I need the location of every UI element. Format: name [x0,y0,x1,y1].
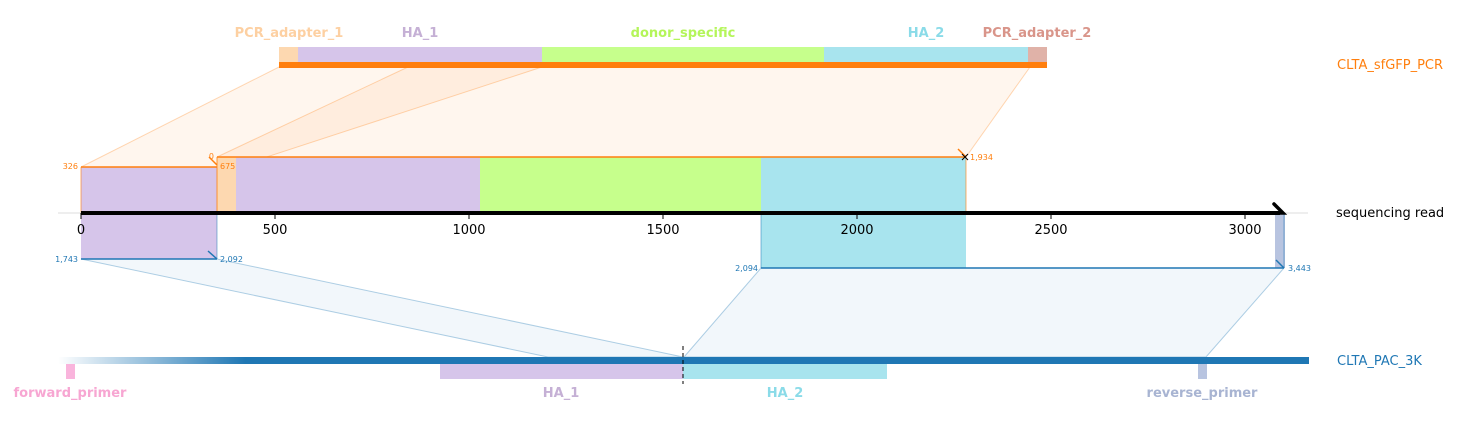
top-track-name: CLTA_sfGFP_PCR [1337,58,1443,73]
tick-label-1000: 1000 [452,223,485,238]
tick-label-2000: 2000 [840,223,873,238]
top-feature-donor-specific [542,47,824,63]
coord-lower-left-start: 1,743 [55,255,78,264]
read-block-ha-2 [761,157,966,213]
coord-upper-read-start: 326 [63,162,78,171]
read-ticks: 0 500 1000 1500 2000 2500 3000 [77,213,1262,238]
alignment-end-marker-icon [961,153,969,161]
top-feature-pcr-adapter-2 [1028,47,1047,63]
lower-connection-left [80,258,684,358]
tick-label-1500: 1500 [646,223,679,238]
read-block-pcr-adapter-1 [217,157,236,213]
bottom-track-name: CLTA_PAC_3K [1337,354,1422,369]
read-block-ha-1 [236,157,480,213]
label-pcr-adapter-1: PCR_adapter_1 [235,26,344,41]
upper-alignment-strand-mark-left [208,156,218,166]
upper-alignment-connections [80,66,1031,168]
read-track-name: sequencing read [1336,206,1444,221]
label-ha-1-bottom: HA_1 [543,386,580,401]
read-block-ha-1-lower [81,213,217,259]
coord-upper-target-inner: 675 [220,162,235,171]
read-track: 0 500 1000 1500 2000 2500 3000 sequencin… [58,202,1444,238]
lower-alignment-strand-mark-left [207,250,218,260]
coord-lower-right-start: 2,094 [735,264,758,273]
lower-alignment-connections [80,258,1286,358]
upper-alignment-strand-mark-right [957,148,967,158]
coord-upper-read-end: 1,934 [970,153,993,162]
bottom-feature-forward-primer [66,364,75,379]
tick-label-3000: 3000 [1228,223,1261,238]
read-block-ha-1-left [81,167,217,213]
read-feature-blocks [81,157,1285,268]
bottom-feature-ha-2 [683,364,887,379]
top-feature-ha-2 [824,47,1028,63]
top-feature-pcr-adapter-1 [279,47,298,63]
label-ha-2-top: HA_2 [908,26,945,41]
tick-label-500: 500 [263,223,288,238]
label-ha-2-bottom: HA_2 [767,386,804,401]
bottom-feature-reverse-primer [1198,364,1207,379]
bottom-feature-ha-1 [440,364,683,379]
bottom-track: forward_primer HA_1 HA_2 reverse_primer … [14,346,1422,401]
coord-lower-left-end: 2,092 [220,255,243,264]
lower-connection-right [682,267,1286,358]
read-block-ha-2-lower [761,213,966,268]
read-block-donor-specific [480,157,761,213]
read-direction-arrow-icon [1272,202,1288,215]
read-block-reverse-primer [1275,213,1285,268]
top-feature-ha-1 [298,47,542,63]
top-track: PCR_adapter_1 HA_1 donor_specific HA_2 P… [235,26,1443,73]
tick-label-0: 0 [77,223,85,238]
coordinate-annotations: 326 0 675 1,934 1,743 2,092 2,094 3,443 [55,152,1311,273]
label-forward-primer: forward_primer [14,386,128,401]
top-track-bar [279,62,1047,68]
label-reverse-primer: reverse_primer [1147,386,1259,401]
tick-label-2500: 2500 [1034,223,1067,238]
label-pcr-adapter-2: PCR_adapter_2 [983,26,1092,41]
coord-upper-target-start: 0 [209,152,214,161]
label-donor-specific: donor_specific [631,26,736,41]
lower-alignment-strand-mark-right [1275,259,1285,269]
label-ha-1-top: HA_1 [402,26,439,41]
alignment-outlines [80,148,1285,269]
coord-lower-right-end: 3,443 [1288,264,1311,273]
